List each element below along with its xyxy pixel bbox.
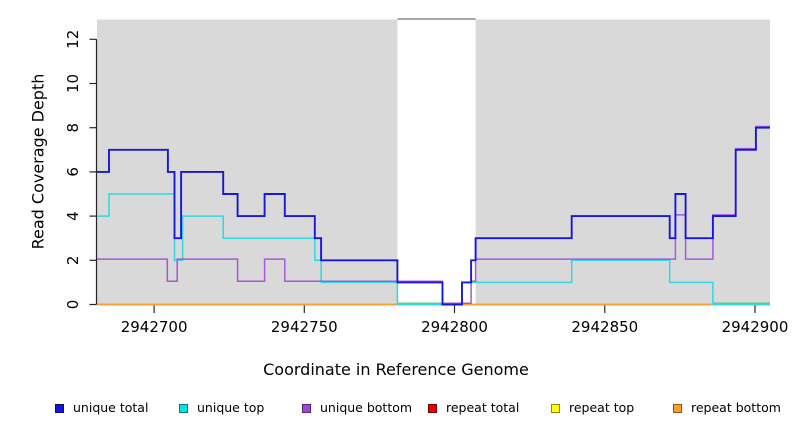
y-axis-title: Read Coverage Depth <box>28 73 48 250</box>
x-tick-label: 2942750 <box>271 318 338 336</box>
y-axis: 0 2 4 6 8 10 12 <box>64 30 98 310</box>
y-tick-label: 2 <box>64 256 82 266</box>
series-unique-top-line <box>97 193 770 306</box>
y-tick-label: 4 <box>64 211 82 221</box>
y-tick-label: 8 <box>64 123 82 133</box>
y-tick-label: 6 <box>64 167 82 177</box>
y-tick-label: 0 <box>64 300 82 310</box>
coverage-shading-region <box>97 19 398 305</box>
x-tick-label: 2942900 <box>722 318 789 336</box>
x-axis: 2942700 2942750 2942800 2942850 2942900 <box>121 305 789 336</box>
x-tick-label: 2942700 <box>121 318 188 336</box>
series-unique-bottom-line <box>97 125 770 305</box>
y-tick-label: 12 <box>64 30 82 49</box>
x-tick-label: 2942850 <box>571 318 638 336</box>
y-tick-label: 10 <box>64 74 82 93</box>
series-unique-total-line <box>97 126 770 306</box>
x-axis-title: Coordinate in Reference Genome <box>263 360 529 379</box>
coverage-shading-region <box>475 19 770 305</box>
x-tick-label: 2942800 <box>421 318 488 336</box>
